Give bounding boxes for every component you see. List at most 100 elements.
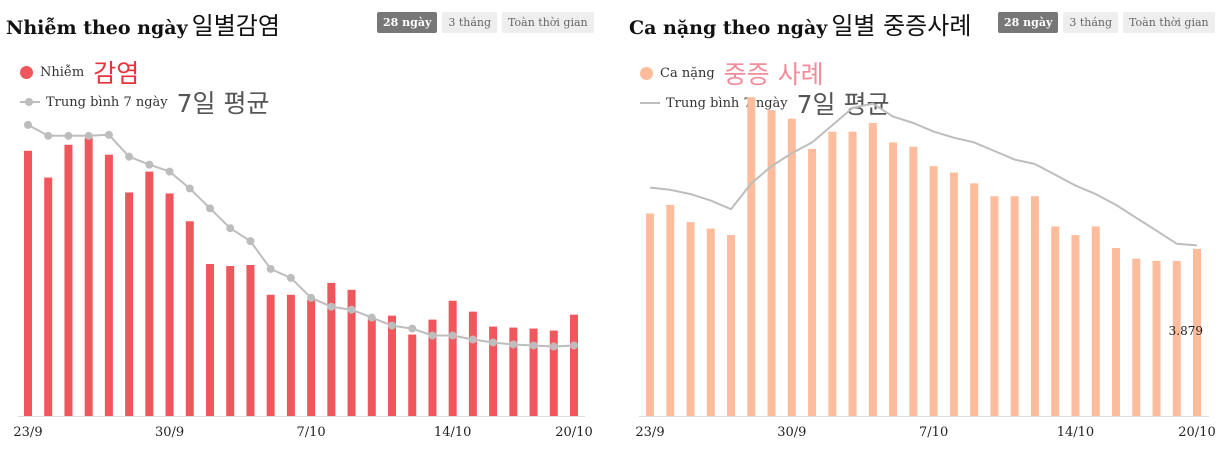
average-point-4/10[interactable] — [246, 237, 255, 246]
bar-10/10[interactable] — [367, 318, 376, 416]
bar-16/10[interactable] — [489, 326, 498, 416]
bar-3/10[interactable] — [226, 265, 235, 416]
average-point-11/10[interactable] — [388, 321, 396, 330]
average-point-25/9[interactable] — [64, 131, 73, 140]
average-point-3/10[interactable] — [226, 224, 235, 233]
bar-5/10[interactable] — [889, 142, 898, 416]
bar-25/9[interactable] — [686, 222, 695, 416]
average-point-9/10[interactable] — [347, 305, 356, 314]
bar-18/10[interactable] — [1152, 260, 1161, 416]
infections-panel: Nhiễm theo ngày 일별감염 28 ngày 3 tháng Toàn… — [6, 12, 594, 440]
bar-16/10[interactable] — [1111, 247, 1120, 416]
tab-all-time[interactable]: Toàn thời gian — [1123, 12, 1215, 33]
bar-13/10[interactable] — [1051, 226, 1060, 416]
bar-8/10[interactable] — [949, 172, 958, 416]
severe-panel: Ca nặng theo ngày 일별 중증사례 28 ngày 3 tháng… — [611, 0, 1222, 449]
bar-23/9[interactable] — [646, 213, 654, 417]
bar-9/10[interactable] — [347, 289, 356, 416]
bar-9/10[interactable] — [970, 183, 979, 416]
x-tick-label: 23/9 — [635, 425, 664, 440]
severe-title: Ca nặng theo ngày 일별 중증사례 — [629, 6, 971, 41]
legend-infections-average: Trung bình 7 ngày 7일 평균 — [20, 84, 270, 120]
average-point-28/9[interactable] — [125, 152, 134, 161]
tab-28-days[interactable]: 28 ngày — [377, 12, 438, 33]
bar-24/9[interactable] — [44, 177, 53, 416]
average-point-10/10[interactable] — [367, 313, 376, 322]
average-point-26/9[interactable] — [84, 131, 93, 140]
bar-15/10[interactable] — [1091, 226, 1100, 416]
bar-30/9[interactable] — [165, 193, 174, 416]
bar-13/10[interactable] — [428, 319, 437, 416]
average-point-6/10[interactable] — [286, 273, 295, 282]
bar-10/10[interactable] — [990, 196, 999, 416]
average-line — [27, 124, 575, 348]
average-point-5/10[interactable] — [266, 264, 275, 273]
bar-8/10[interactable] — [327, 282, 336, 416]
bar-14/10[interactable] — [1071, 235, 1080, 416]
average-point-29/9[interactable] — [145, 160, 154, 169]
legend-infections-label-korean: 감염 — [93, 59, 140, 88]
tab-3-months[interactable]: 3 tháng — [442, 12, 498, 33]
bar-2/10[interactable] — [206, 263, 214, 416]
average-point-15/10[interactable] — [468, 335, 477, 344]
bar-15/10[interactable] — [468, 311, 477, 416]
average-point-8/10[interactable] — [327, 302, 336, 311]
tab-all-time[interactable]: Toàn thời gian — [502, 12, 594, 33]
tab-28-days[interactable]: 28 ngày — [998, 12, 1059, 33]
bar-29/9[interactable] — [145, 171, 154, 416]
bar-4/10[interactable] — [246, 264, 255, 416]
average-point-17/10[interactable] — [509, 340, 518, 349]
bar-27/9[interactable] — [727, 235, 736, 416]
average-point-23/9[interactable] — [24, 120, 32, 129]
bar-6/10[interactable] — [909, 146, 918, 416]
legend-average-label-korean: 7일 평균 — [176, 89, 270, 118]
tab-3-months[interactable]: 3 tháng — [1063, 12, 1119, 33]
bar-1/10[interactable] — [185, 221, 194, 416]
average-point-20/10[interactable] — [570, 341, 578, 350]
average-point-18/10[interactable] — [529, 341, 538, 350]
average-point-1/10[interactable] — [185, 184, 194, 193]
bar-20/10[interactable] — [570, 314, 578, 416]
bar-28/9[interactable] — [125, 192, 134, 416]
average-point-13/10[interactable] — [428, 331, 437, 340]
average-point-2/10[interactable] — [206, 204, 214, 213]
bar-29/9[interactable] — [767, 110, 776, 417]
bar-20/10[interactable] — [1193, 248, 1201, 416]
average-point-16/10[interactable] — [489, 338, 498, 347]
bar-19/10[interactable] — [1172, 260, 1181, 416]
average-point-19/10[interactable] — [549, 342, 558, 351]
bar-2/10[interactable] — [828, 131, 837, 416]
average-point-7/10[interactable] — [307, 293, 316, 302]
bar-11/10[interactable] — [1010, 196, 1019, 416]
bar-17/10[interactable] — [509, 327, 518, 416]
average-point-30/9[interactable] — [165, 167, 174, 176]
bar-6/10[interactable] — [286, 294, 295, 416]
average-point-24/9[interactable] — [44, 131, 53, 140]
bar-30/9[interactable] — [787, 118, 796, 416]
bar-3/10[interactable] — [848, 131, 857, 416]
bar-11/10[interactable] — [388, 315, 396, 416]
bar-19/10[interactable] — [549, 330, 558, 416]
bar-26/9[interactable] — [84, 137, 93, 416]
bar-7/10[interactable] — [307, 299, 316, 416]
bar-25/9[interactable] — [64, 144, 73, 416]
bar-7/10[interactable] — [929, 166, 938, 416]
bar-28/9[interactable] — [747, 97, 756, 416]
bar-1/10[interactable] — [808, 148, 817, 416]
bar-24/9[interactable] — [666, 204, 675, 416]
bar-5/10[interactable] — [266, 294, 275, 416]
bar-12/10[interactable] — [1030, 196, 1039, 416]
legend-infections-dot-icon — [20, 65, 33, 79]
bar-27/9[interactable] — [104, 154, 113, 416]
bar-23/9[interactable] — [24, 150, 32, 416]
average-point-14/10[interactable] — [448, 331, 457, 340]
average-point-12/10[interactable] — [408, 324, 417, 333]
legend-severe-dot-icon — [640, 66, 653, 80]
bar-14/10[interactable] — [448, 300, 457, 416]
bar-26/9[interactable] — [706, 228, 715, 416]
bar-4/10[interactable] — [868, 123, 877, 417]
average-point-27/9[interactable] — [104, 130, 113, 139]
bar-12/10[interactable] — [408, 334, 417, 416]
bar-17/10[interactable] — [1132, 258, 1141, 416]
bar-18/10[interactable] — [529, 328, 538, 416]
